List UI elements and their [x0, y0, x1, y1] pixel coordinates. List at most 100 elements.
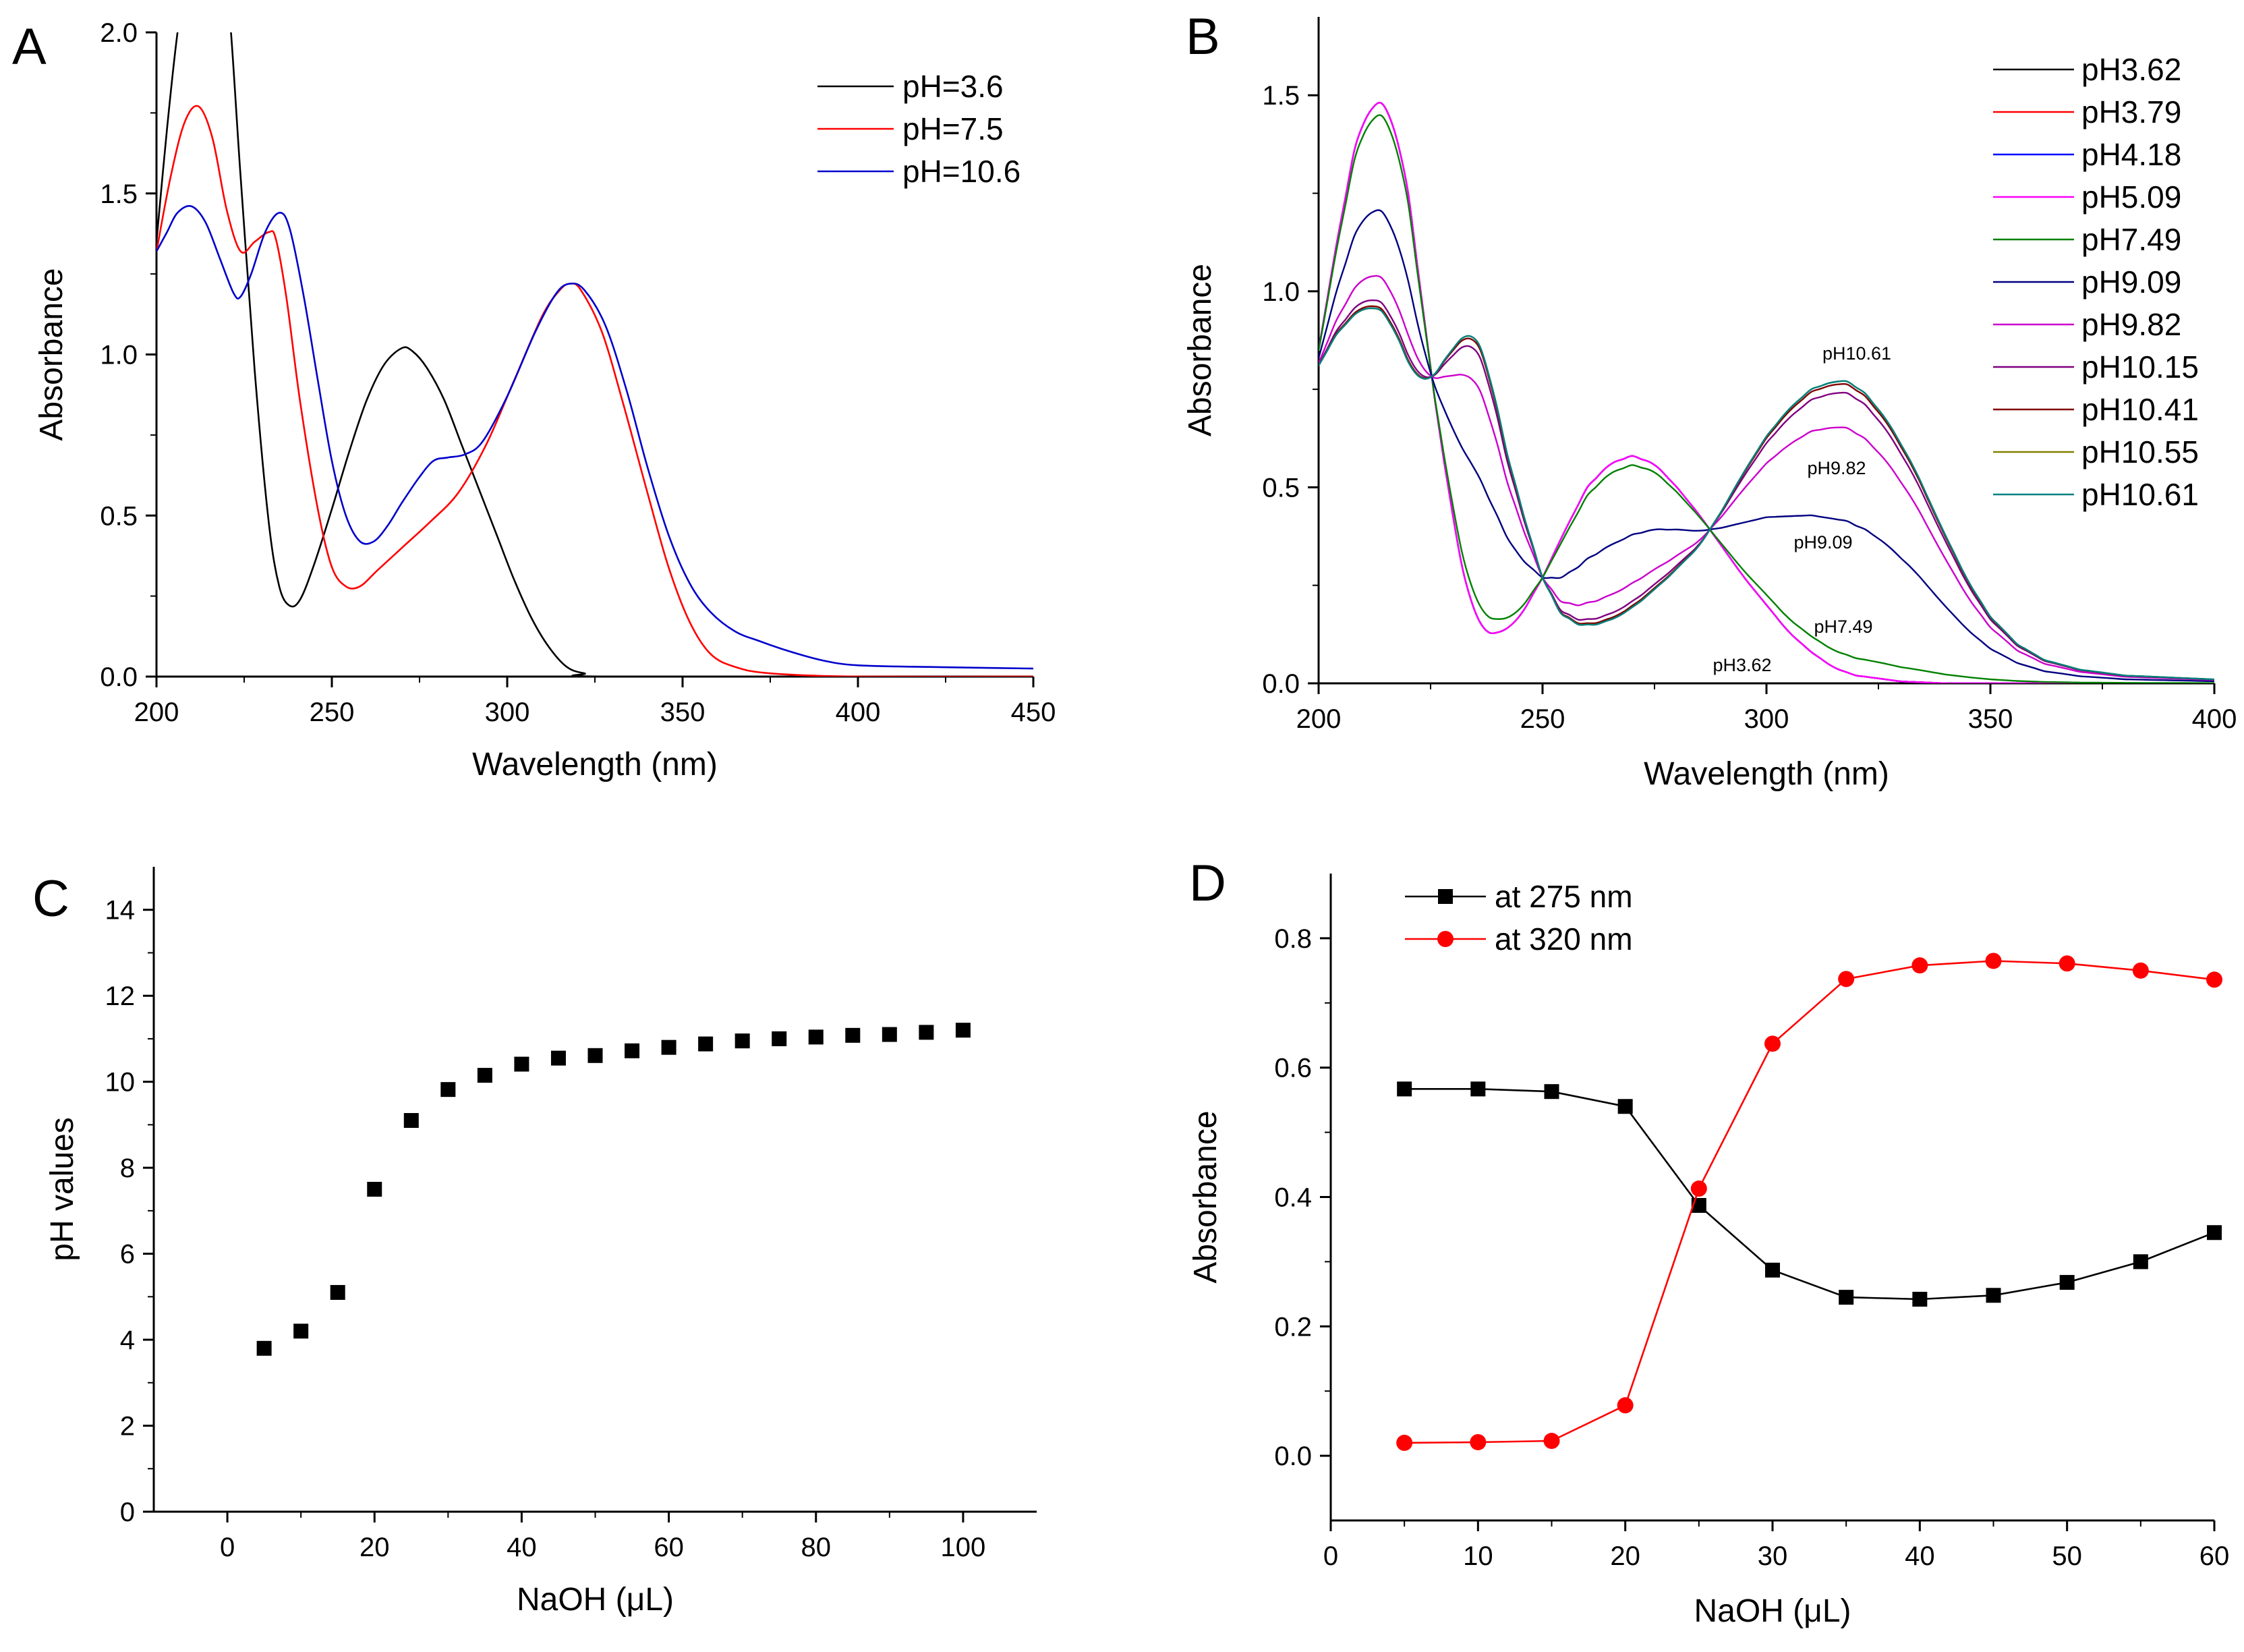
data-point-square	[1544, 1084, 1559, 1100]
y-axis-title: Absorbance	[1188, 1110, 1224, 1283]
y-tick-label: 10	[105, 1068, 136, 1098]
legend-marker-square	[1438, 889, 1453, 904]
legend-label: pH3.62	[2081, 52, 2181, 87]
y-tick-label: 0.2	[1274, 1312, 1312, 1342]
y-tick-label: 0.6	[1274, 1054, 1312, 1083]
legend-label: pH5.09	[2081, 179, 2181, 215]
x-tick-label: 0	[1323, 1541, 1338, 1571]
y-tick-label: 0.5	[1262, 473, 1300, 503]
y-tick-label: 0.0	[100, 662, 138, 692]
series-line-pH3.79	[1319, 102, 2214, 683]
x-tick-label: 250	[1520, 704, 1565, 734]
series-line-pH10.55	[1319, 307, 2214, 681]
x-tick-label: 50	[2052, 1541, 2082, 1571]
panel-letter: D	[1189, 855, 1226, 912]
legend-label: pH=10.6	[902, 154, 1020, 189]
y-tick-label: 0.5	[100, 501, 138, 531]
series-line-pH10.15	[1319, 299, 2214, 681]
data-point-square	[2133, 1254, 2148, 1270]
data-point-square	[1912, 1292, 1928, 1307]
panel-d: 0 10 20 30 40 50 60 0.0 0.2 0.4 0.6 0.8 NaOH (μL) Abs…	[1188, 855, 2229, 1629]
data-point-square	[1617, 1099, 1633, 1114]
x-tick-label: 250	[310, 697, 355, 727]
legend-label: pH10.15	[2081, 349, 2199, 384]
series-line-pH9.09	[1319, 209, 2214, 683]
curve-annotation: pH9.09	[1793, 532, 1852, 552]
x-tick-label: 450	[1011, 697, 1056, 727]
data-point-square	[367, 1182, 382, 1197]
data-point-square	[698, 1036, 714, 1052]
y-tick-label: 6	[120, 1240, 135, 1270]
data-point-circle	[1911, 957, 1928, 974]
legend-label: at 320 nm	[1495, 921, 1633, 957]
series-line-at-320-nm	[1404, 960, 2215, 1444]
data-point-circle	[1985, 952, 2002, 969]
data-point-circle	[1470, 1433, 1487, 1450]
x-tick-label: 400	[2192, 704, 2237, 734]
data-point-square	[1986, 1288, 2001, 1303]
data-point-square	[845, 1027, 861, 1043]
legend-marker-circle	[1437, 931, 1454, 947]
data-point-square	[256, 1340, 272, 1356]
data-point-square	[440, 1082, 456, 1098]
curve-annotation: pH10.61	[1822, 343, 1891, 364]
series-line-pH5.09	[1319, 102, 2214, 683]
panel-c: 0 20 40 60 80 100 0 2 4 6 8 10 12 14 NaOH (μL) pH value…	[32, 867, 1037, 1618]
legend-label: pH9.82	[2081, 307, 2181, 342]
data-point-square	[808, 1029, 824, 1045]
y-tick-label: 1.5	[100, 179, 138, 209]
data-point-square	[955, 1023, 971, 1038]
x-tick-label: 40	[1905, 1541, 1935, 1571]
data-point-square	[2059, 1275, 2075, 1290]
data-point-circle	[1690, 1180, 1707, 1197]
series-line-pH=7.5	[156, 105, 1033, 677]
x-tick-label: 80	[801, 1533, 832, 1562]
curve-annotation: pH7.49	[1814, 617, 1872, 637]
y-axis-title: Absorbance	[34, 268, 69, 440]
x-tick-label: 60	[654, 1533, 684, 1562]
x-tick-label: 350	[660, 697, 706, 727]
legend-label: pH4.18	[2081, 137, 2181, 172]
data-point-circle	[1764, 1035, 1781, 1052]
data-point-square	[330, 1284, 345, 1300]
legend-label: pH10.41	[2081, 392, 2199, 427]
data-point-circle	[1396, 1434, 1413, 1451]
curve-annotation: pH3.62	[1713, 655, 1771, 675]
x-tick-label: 30	[1758, 1541, 1788, 1571]
legend-label: pH10.55	[2081, 434, 2199, 469]
legend-label: pH3.79	[2081, 94, 2181, 130]
data-point-square	[403, 1113, 419, 1129]
y-tick-label: 8	[120, 1153, 135, 1183]
y-tick-label: 2	[120, 1412, 135, 1442]
series-line-pH9.82	[1319, 275, 2214, 681]
x-tick-label: 60	[2199, 1541, 2230, 1571]
x-tick-label: 200	[134, 697, 179, 727]
data-point-square	[477, 1068, 492, 1083]
data-point-square	[661, 1039, 677, 1055]
x-tick-label: 10	[1463, 1541, 1493, 1571]
series-line-pH3.62	[1319, 102, 2214, 683]
curve-annotation: pH9.82	[1807, 458, 1866, 478]
data-point-square	[2207, 1225, 2222, 1241]
y-axis-title: Absorbance	[1182, 264, 1218, 436]
legend-label: at 275 nm	[1495, 879, 1633, 914]
data-point-circle	[1838, 971, 1855, 988]
data-point-circle	[1617, 1397, 1634, 1414]
y-tick-label: 12	[105, 981, 136, 1011]
data-point-square	[1397, 1081, 1412, 1097]
legend-label: pH=3.6	[902, 69, 1004, 104]
legend-label: pH7.49	[2081, 222, 2181, 257]
data-point-circle	[2132, 962, 2149, 979]
data-point-square	[587, 1048, 603, 1063]
legend-label: pH9.09	[2081, 264, 2181, 300]
x-tick-label: 300	[485, 697, 530, 727]
y-tick-label: 1.0	[100, 341, 138, 370]
y-tick-label: 0.8	[1274, 924, 1312, 954]
data-point-square	[293, 1323, 309, 1339]
y-tick-label: 4	[120, 1326, 135, 1355]
x-tick-label: 300	[1744, 704, 1789, 734]
x-tick-label: 200	[1296, 704, 1342, 734]
data-point-circle	[2059, 955, 2075, 972]
data-point-square	[772, 1031, 787, 1046]
